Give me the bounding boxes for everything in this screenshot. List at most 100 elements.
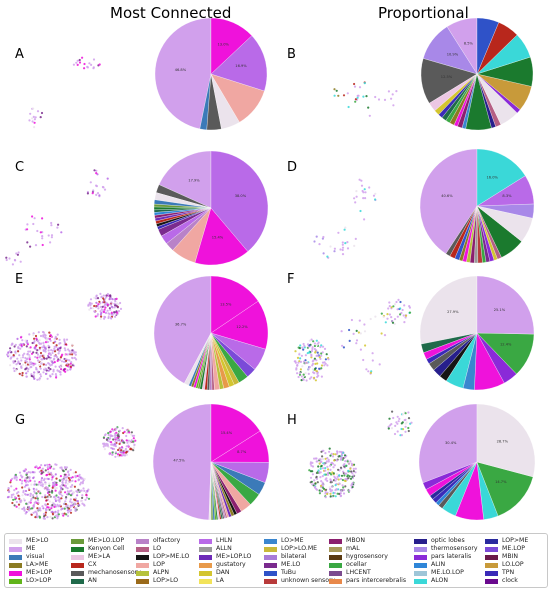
scatter-point [346,460,349,463]
scatter-point [41,467,44,470]
legend-entry: LO.LOP [485,561,524,568]
scatter-point [343,474,346,477]
legend-label: ME.LO [281,561,301,568]
scatter-point [105,438,108,441]
pie-slice [194,207,249,266]
scatter-point [57,352,60,355]
panel-letter-f: F [287,272,295,287]
scatter-point [116,455,120,458]
scatter-point [330,485,334,488]
scatter-point [56,511,60,514]
scatter-point [322,252,325,255]
scatter-point [388,301,391,304]
scatter-panel-d [313,178,377,259]
scatter-point [14,350,17,353]
scatter-point [42,341,45,344]
scatter-point [14,360,17,363]
scatter-point [11,477,14,480]
scatter-point [27,350,30,353]
pie-data-label: 16.0% [486,176,498,180]
scatter-point [350,483,353,486]
scatter-point [119,301,122,305]
scatter-point [332,453,335,456]
legend-entry: mAL [329,545,360,552]
scatter-point [394,424,397,427]
scatter-point [130,433,133,436]
scatter-point [329,495,332,498]
scatter-point [38,364,41,367]
scatter-point [297,375,300,379]
scatter-point [65,505,68,508]
scatter-point [314,367,317,370]
scatter-point [388,417,391,420]
legend-swatch [264,554,277,560]
scatter-point [86,66,89,69]
scatter-point [317,465,320,468]
scatter-point [52,368,55,371]
scatter-point [43,487,46,490]
scatter-point [327,468,330,471]
scatter-point [309,462,312,465]
scatter-point [319,484,323,487]
scatter-point [397,420,400,423]
scatter-point [362,197,365,200]
legend-swatch [264,538,277,544]
legend-swatch [9,554,22,560]
scatter-point [46,503,49,506]
scatter-point [75,490,78,493]
scatter-point [64,349,67,352]
scatter-point [24,364,27,367]
scatter-point [391,410,394,413]
scatter-point [76,59,79,62]
scatter-point [114,445,117,448]
scatter-point [43,464,47,467]
legend-entry: bilateral [264,553,307,560]
scatter-point [98,63,101,66]
legend-label: clock [502,577,518,584]
scatter-point [55,481,58,484]
legend-label: ME [26,545,36,552]
scatter-point [325,353,328,356]
scatter-point [340,489,343,492]
scatter-point [27,487,30,490]
scatter-point [37,501,40,504]
scatter-point [318,356,321,359]
scatter-point [65,496,68,499]
scatter-point [355,190,358,193]
scatter-point [114,451,118,454]
scatter-point [38,470,41,473]
scatter-point [311,483,314,486]
scatter-panel-a [28,56,101,129]
scatter-point [96,192,100,195]
scatter-point [313,376,316,379]
scatter-point [387,425,390,428]
scatter-point [98,300,101,303]
legend-label: bilateral [281,553,307,560]
scatter-point [111,313,114,317]
scatter-point [14,343,17,346]
scatter-point [114,428,117,432]
pie-data-label: 36.7% [175,322,187,326]
scatter-point [34,244,38,247]
scatter-point [74,509,77,512]
scatter-point [378,363,381,366]
scatter-point [130,439,133,442]
legend-entry: ALLN [199,545,232,552]
scatter-point [329,468,332,471]
scatter-point [324,496,327,499]
scatter-point [71,479,74,482]
scatter-point [54,498,57,501]
scatter-point [68,349,71,352]
scatter-point [390,316,393,319]
scatter-point [327,460,330,463]
scatter-point [18,362,21,365]
scatter-point [26,493,29,496]
scatter-point [30,483,33,486]
scatter-point [5,258,8,262]
scatter-point [5,256,8,259]
scatter-point [64,370,67,373]
scatter-point [66,506,69,509]
pie-data-label: 14.7% [495,480,507,484]
scatter-point [42,507,45,510]
scatter-point [31,341,34,345]
